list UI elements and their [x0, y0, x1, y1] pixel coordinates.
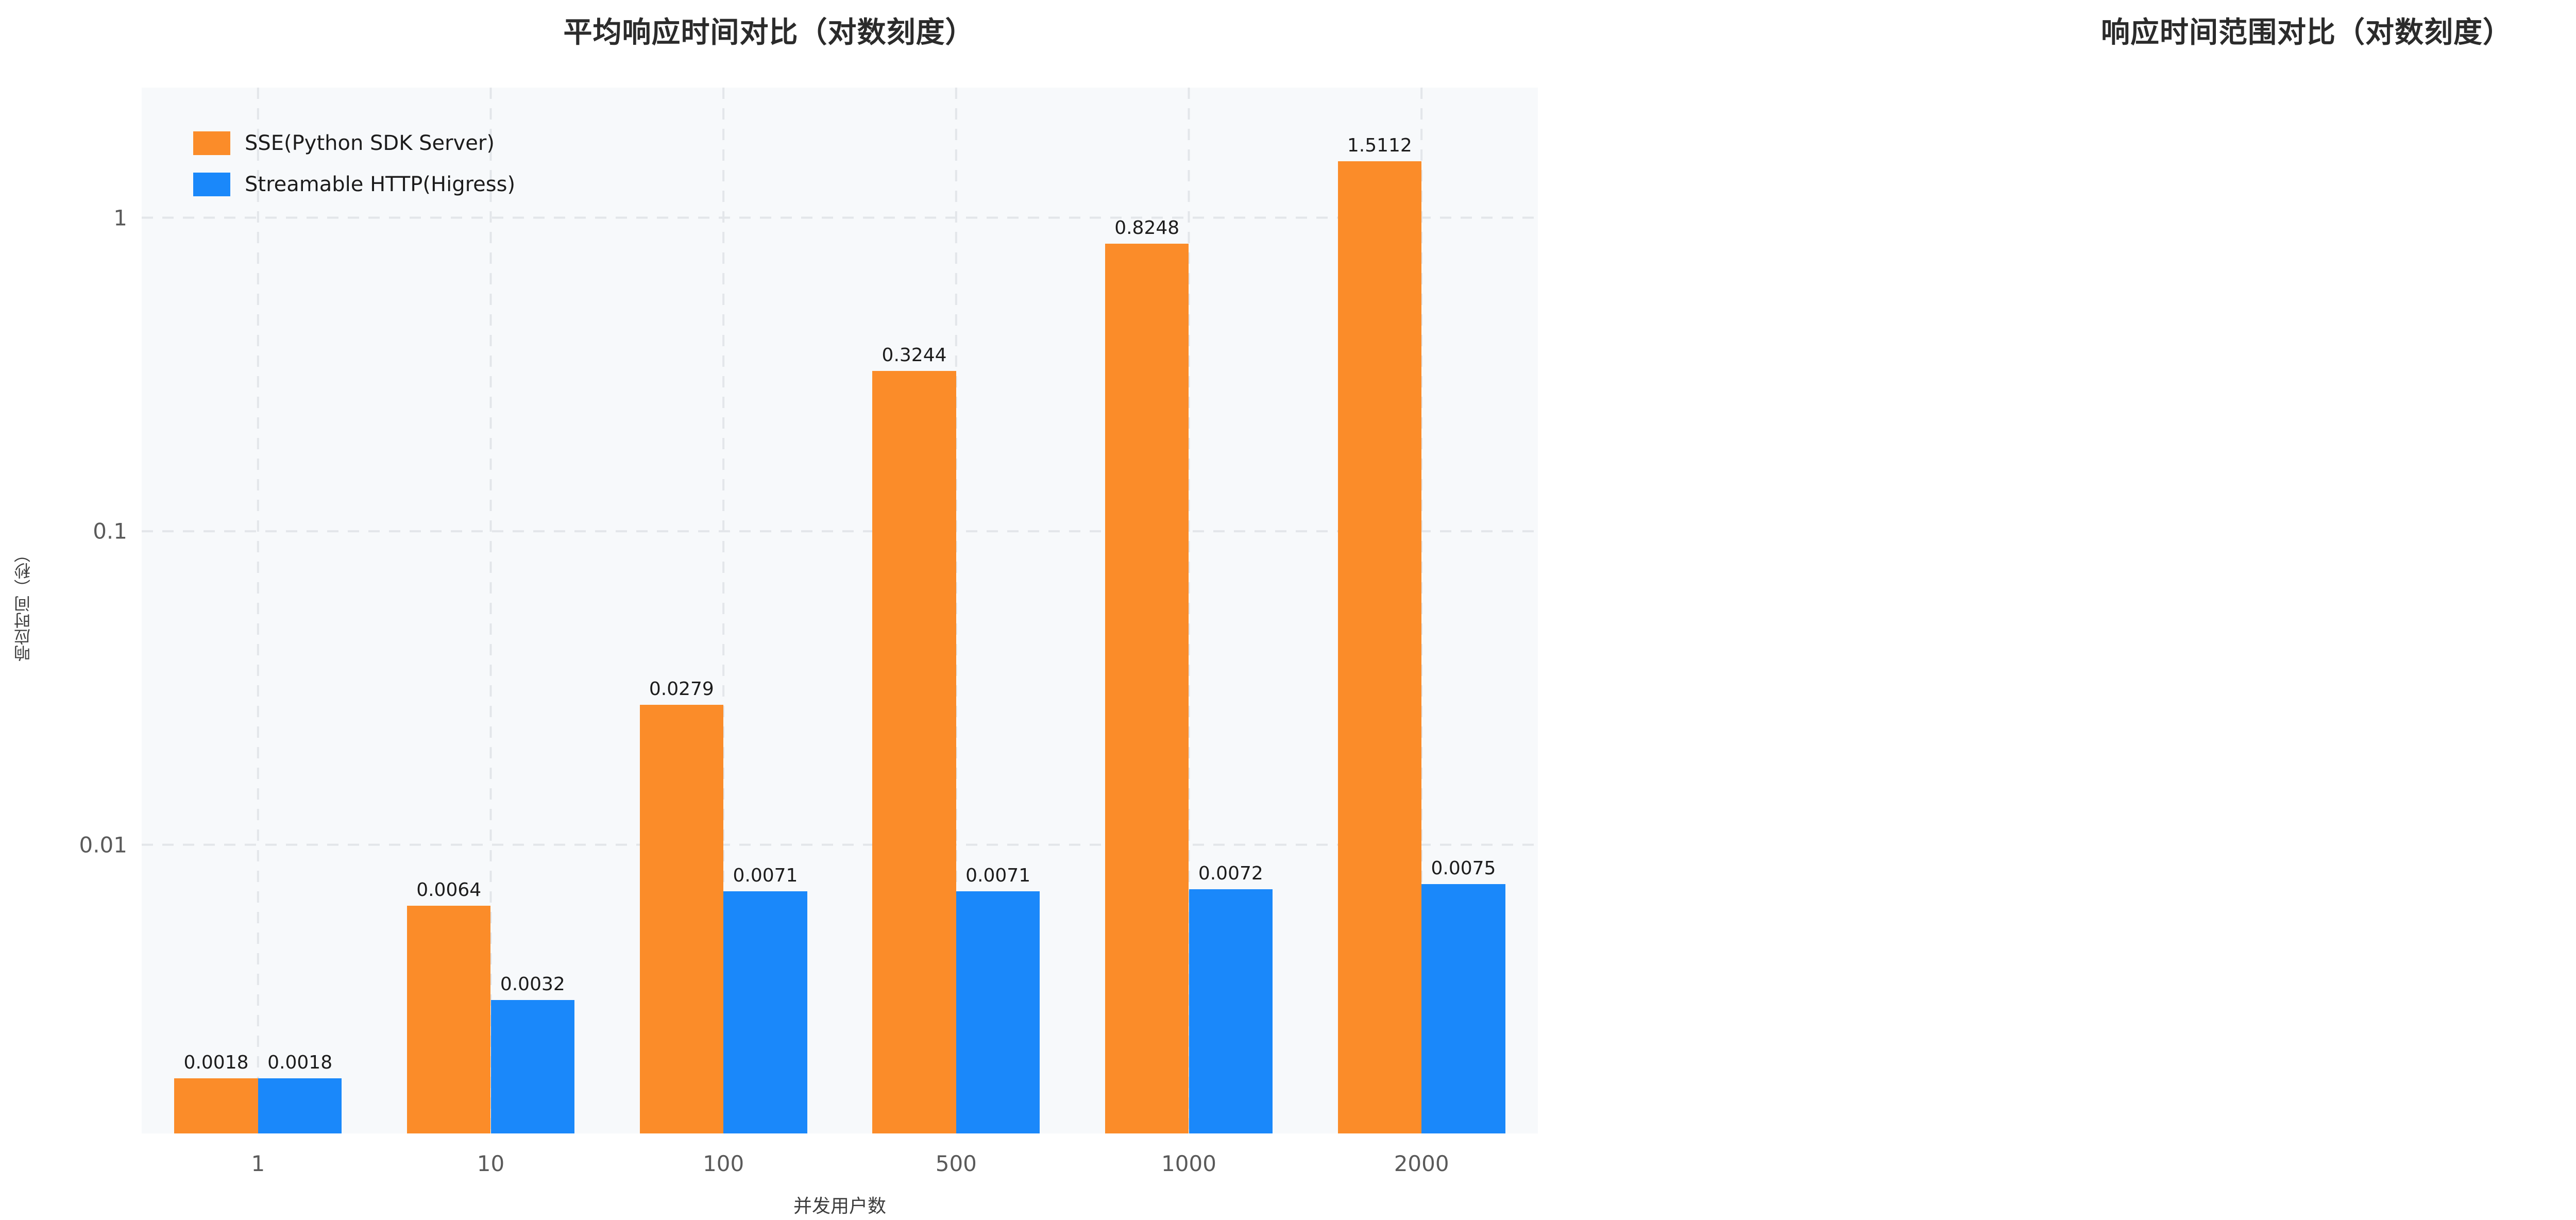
bar[interactable] — [1421, 884, 1505, 1133]
bar[interactable] — [723, 891, 807, 1133]
line-chart-title: 响应时间范围对比（对数刻度） — [2101, 16, 2512, 49]
line-chart-panel: 响应时间范围对比（对数刻度） 响应时间（秒） SSE(Python SDK Se… — [1538, 0, 2576, 1220]
bar-chart-y-axis-title: 响应时间（秒） — [13, 546, 33, 662]
bar-value-label: 0.0279 — [649, 679, 714, 700]
y-axis-tick-label: 1 — [113, 205, 127, 231]
bar-value-label: 1.5112 — [1347, 135, 1412, 157]
x-axis-tick-label: 500 — [935, 1151, 977, 1176]
bar-chart-x-axis-title: 并发用户数 — [793, 1196, 887, 1217]
x-axis-tick-label: 10 — [477, 1151, 505, 1176]
bar[interactable] — [406, 905, 491, 1133]
bar-value-label: 0.0071 — [965, 865, 1031, 887]
bar-value-label: 0.0032 — [500, 973, 565, 995]
bar[interactable] — [490, 999, 575, 1133]
x-axis-tick-label: 1000 — [1161, 1151, 1216, 1176]
bar[interactable] — [956, 891, 1040, 1133]
x-axis-tick-label: 2000 — [1394, 1151, 1449, 1176]
y-axis-tick-label: 0.01 — [79, 832, 127, 858]
legend-item[interactable]: SSE(Python SDK Server) — [193, 131, 515, 155]
bar[interactable] — [258, 1078, 342, 1133]
legend-item-label: Streamable HTTP(Higress) — [245, 173, 516, 196]
x-axis-tick-label: 100 — [703, 1151, 744, 1176]
bar[interactable] — [1189, 889, 1273, 1133]
bar[interactable] — [174, 1078, 258, 1133]
bar-value-label: 0.0075 — [1431, 857, 1496, 879]
legend-item-label: SSE(Python SDK Server) — [245, 131, 495, 155]
legend-item[interactable]: Streamable HTTP(Higress) — [193, 173, 515, 196]
bar-chart-title: 平均响应时间对比（对数刻度） — [563, 16, 975, 49]
bar[interactable] — [1105, 244, 1189, 1133]
bar-value-label: 0.0018 — [183, 1052, 249, 1073]
bar-value-label: 0.3244 — [882, 345, 947, 366]
bar-value-label: 0.0018 — [267, 1052, 333, 1073]
legend-color-swatch — [193, 131, 230, 155]
bar[interactable] — [872, 371, 956, 1133]
legend-color-swatch — [193, 173, 230, 196]
y-axis-tick-label: 0.1 — [93, 518, 127, 544]
bar-chart-panel: 平均响应时间对比（对数刻度） 响应时间（秒） SSE(Python SDK Se… — [13, 16, 1538, 1217]
bar-value-label: 0.0071 — [733, 865, 798, 887]
bar-value-label: 0.8248 — [1114, 217, 1180, 239]
bar-value-label: 0.0064 — [416, 879, 482, 901]
bar-chart-plot-area: SSE(Python SDK Server) Streamable HTTP(Hi… — [79, 88, 1538, 1217]
bar-value-label: 0.0072 — [1198, 863, 1263, 885]
bar-chart-gridlines — [142, 88, 1538, 1133]
bar-chart-legend: SSE(Python SDK Server) Streamable HTTP(Hi… — [193, 131, 515, 196]
bar[interactable] — [639, 705, 724, 1133]
bar[interactable] — [1337, 161, 1422, 1133]
x-axis-tick-label: 1 — [251, 1151, 265, 1176]
